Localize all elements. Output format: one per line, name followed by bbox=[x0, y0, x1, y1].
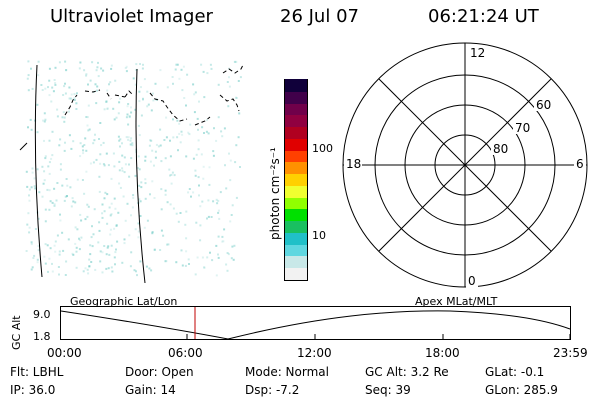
colorbar bbox=[284, 79, 308, 281]
mlt-label-top: 12 bbox=[470, 46, 485, 60]
colorbar-segment bbox=[285, 196, 307, 210]
geo-meridian-mid bbox=[135, 68, 146, 284]
colorbar-tick-100: 100 bbox=[312, 142, 333, 155]
colorbar-segment bbox=[285, 267, 307, 280]
time-label: 06:21:24 UT bbox=[428, 6, 539, 27]
mode-status: Mode: Normal bbox=[245, 365, 329, 379]
lat-label-60: 60 bbox=[536, 98, 551, 112]
colorbar-segment bbox=[285, 102, 307, 116]
altitude-curve bbox=[60, 310, 571, 340]
colorbar-tick-10: 10 bbox=[312, 229, 326, 242]
apex-coord-title: Apex MLat/MLT bbox=[415, 295, 498, 308]
mlt-label-left: 18 bbox=[346, 157, 361, 171]
seq-status: Seq: 39 bbox=[365, 383, 411, 397]
gain-status: Gain: 14 bbox=[125, 383, 176, 397]
colorbar-unit-label: photon cm⁻²s⁻¹ bbox=[268, 147, 282, 240]
colorbar-segment bbox=[285, 149, 307, 163]
altitude-tick-max: 9.0 bbox=[33, 308, 51, 321]
uv-emission-speckle bbox=[25, 60, 242, 277]
altitude-tick-min: 1.8 bbox=[33, 330, 51, 343]
time-tick-1200: 12:00 bbox=[297, 346, 332, 360]
altitude-axis-label: GC Alt bbox=[10, 315, 23, 350]
filter-status: Flt: LBHL bbox=[10, 365, 64, 379]
colorbar-segment bbox=[285, 255, 307, 269]
altitude-plot bbox=[60, 306, 571, 340]
colorbar-segment bbox=[285, 137, 307, 151]
coastline-outline bbox=[64, 64, 244, 126]
colorbar-segment bbox=[285, 79, 307, 92]
colorbar-segment bbox=[285, 231, 307, 245]
colorbar-segment bbox=[285, 173, 307, 186]
door-status: Door: Open bbox=[125, 365, 194, 379]
colorbar-segment bbox=[285, 161, 307, 175]
colorbar-segment bbox=[285, 208, 307, 222]
polar-plot: 12 18 6 0 60 70 80 bbox=[342, 42, 588, 288]
app-title: Ultraviolet Imager bbox=[50, 6, 213, 27]
time-tick-0000: 00:00 bbox=[47, 346, 82, 360]
polar-diagonal-2 bbox=[378, 78, 552, 252]
time-tick-2359: 23:59 bbox=[553, 346, 588, 360]
dsp-status: Dsp: -7.2 bbox=[245, 383, 300, 397]
geo-meridian-left bbox=[34, 64, 43, 278]
lat-label-80: 80 bbox=[493, 142, 508, 156]
time-tick-1800: 18:00 bbox=[425, 346, 460, 360]
lat-label-70: 70 bbox=[515, 121, 530, 135]
date-label: 26 Jul 07 bbox=[280, 6, 359, 27]
colorbar-segment bbox=[285, 243, 307, 257]
glat-status: GLat: -0.1 bbox=[485, 365, 545, 379]
colorbar-segment bbox=[285, 126, 307, 139]
coastline-fragment bbox=[19, 142, 28, 151]
mlt-label-right: 6 bbox=[576, 157, 584, 171]
colorbar-segment bbox=[285, 90, 307, 104]
colorbar-segment bbox=[285, 184, 307, 198]
uv-image-panel bbox=[19, 60, 244, 284]
gc-altitude-status: GC Alt: 3.2 Re bbox=[365, 365, 449, 379]
mlt-label-bottom: 0 bbox=[468, 274, 476, 288]
colorbar-segment bbox=[285, 114, 307, 128]
geo-coord-title: Geographic Lat/Lon bbox=[70, 295, 178, 308]
ip-status: IP: 36.0 bbox=[10, 383, 56, 397]
colorbar-segment bbox=[285, 220, 307, 233]
glon-status: GLon: 285.9 bbox=[485, 383, 558, 397]
time-tick-0600: 06:00 bbox=[168, 346, 203, 360]
